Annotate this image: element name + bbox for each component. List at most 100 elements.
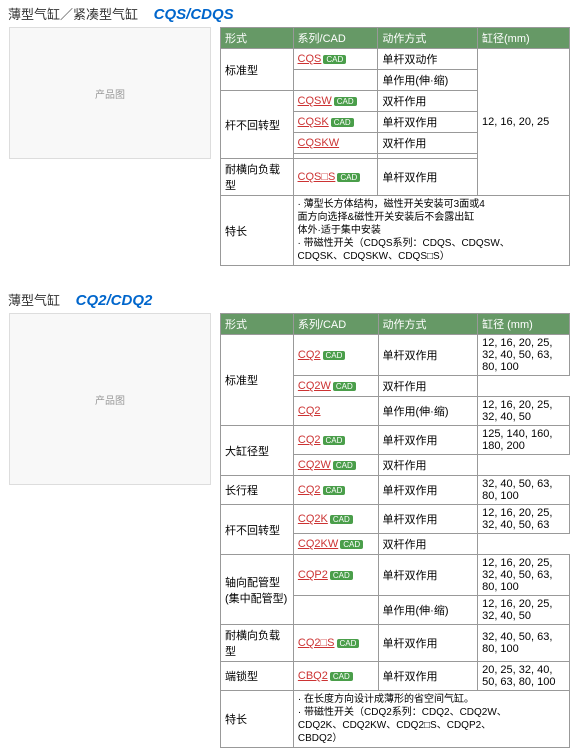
bore-cell: 12, 16, 20, 25, 32, 40, 50, 63, 80, 100 bbox=[478, 555, 570, 596]
series-link[interactable]: CQ2W bbox=[298, 459, 331, 471]
series-cell: CQSKCAD bbox=[293, 112, 378, 133]
table-row: 杆不回转型CQ2KCAD单杆双作用12, 16, 20, 25, 32, 40,… bbox=[221, 505, 570, 534]
product-image-1: 产品图 bbox=[9, 27, 211, 159]
table-row: 耐横向负载型CQ2□SCAD单杆双作用32, 40, 50, 63, 80, 1… bbox=[221, 625, 570, 662]
cad-badge[interactable]: CAD bbox=[337, 639, 360, 648]
series-link[interactable]: CQ2 bbox=[298, 434, 321, 446]
series-cell: CQ2 bbox=[293, 397, 378, 426]
cad-badge[interactable]: CAD bbox=[334, 97, 357, 106]
table-row: 轴向配管型 (集中配管型)CQP2CAD单杆双作用12, 16, 20, 25,… bbox=[221, 555, 570, 596]
form-cell: 端锁型 bbox=[221, 662, 294, 691]
bore-cell: 32, 40, 50, 63, 80, 100 bbox=[478, 476, 570, 505]
cad-badge[interactable]: CAD bbox=[323, 436, 346, 445]
cad-badge[interactable]: CAD bbox=[333, 461, 356, 470]
feature-row: 特长· 在长度方向设计成薄形的省空间气缸。 · 带磁性开关（CDQ2系列：CDQ… bbox=[221, 691, 570, 748]
series-link[interactable]: CQ2KW bbox=[298, 538, 338, 550]
action-cell: 单杆双作用 bbox=[378, 662, 478, 691]
section2-title-cn: 薄型气缸 bbox=[8, 293, 60, 308]
col-header: 形式 bbox=[221, 314, 294, 335]
cad-badge[interactable]: CAD bbox=[323, 486, 346, 495]
cad-badge[interactable]: CAD bbox=[323, 55, 346, 64]
series-cell: CQ2KWCAD bbox=[293, 534, 378, 555]
action-cell: 双杆作用 bbox=[378, 534, 478, 555]
col-header: 缸径 (mm) bbox=[478, 314, 570, 335]
series-cell bbox=[293, 70, 378, 91]
series-cell: CQ2KCAD bbox=[293, 505, 378, 534]
series-link[interactable]: CQS bbox=[298, 53, 322, 65]
series-link[interactable]: CQS□S bbox=[298, 171, 336, 183]
section1-table: 形式系列/CAD动作方式缸径(mm) 标准型CQSCAD单杆双动作12, 16,… bbox=[220, 27, 570, 266]
series-cell: CQSKW bbox=[293, 133, 378, 154]
series-link[interactable]: CQ2 bbox=[298, 405, 321, 417]
table-row: 标准型CQ2CAD单杆双作用12, 16, 20, 25, 32, 40, 50… bbox=[221, 335, 570, 376]
series-link[interactable]: CBQ2 bbox=[298, 670, 328, 682]
bore-cell: 12, 16, 20, 25, 32, 40, 50 bbox=[478, 596, 570, 625]
series-cell: CBQ2CAD bbox=[293, 662, 378, 691]
action-cell: 单杆双动作 bbox=[378, 49, 478, 70]
action-cell: 单杆双作用 bbox=[378, 112, 478, 133]
action-cell: 双杆作用 bbox=[378, 133, 478, 154]
feature-label: 特长 bbox=[221, 691, 294, 748]
form-cell: 长行程 bbox=[221, 476, 294, 505]
bore-cell: 12, 16, 20, 25 bbox=[478, 49, 570, 196]
table-row: 标准型CQSCAD单杆双动作12, 16, 20, 25 bbox=[221, 49, 570, 70]
col-header: 系列/CAD bbox=[293, 314, 378, 335]
action-cell: 单杆双作用 bbox=[378, 505, 478, 534]
series-cell: CQ2□SCAD bbox=[293, 625, 378, 662]
col-header: 缸径(mm) bbox=[478, 28, 570, 49]
form-cell: 大缸径型 bbox=[221, 426, 294, 476]
section2-title: 薄型气缸 CQ2/CDQ2 bbox=[0, 286, 571, 313]
series-cell: CQSWCAD bbox=[293, 91, 378, 112]
series-cell: CQ2CAD bbox=[293, 335, 378, 376]
action-cell: 单杆双作用 bbox=[378, 476, 478, 505]
series-link[interactable]: CQP2 bbox=[298, 569, 328, 581]
series-link[interactable]: CQSW bbox=[298, 95, 332, 107]
section2-image-area: 产品图 bbox=[0, 313, 220, 485]
feature-text: · 薄型长方体结构，磁性开关安装可3面或4 面方向选择&磁性开关安装后不会露出缸… bbox=[293, 196, 569, 266]
col-header: 系列/CAD bbox=[293, 28, 378, 49]
cad-badge[interactable]: CAD bbox=[331, 118, 354, 127]
col-header: 动作方式 bbox=[378, 314, 478, 335]
series-link[interactable]: CQSKW bbox=[298, 137, 340, 149]
table-row: 大缸径型CQ2CAD单杆双作用125, 140, 160, 180, 200 bbox=[221, 426, 570, 455]
feature-row: 特长· 薄型长方体结构，磁性开关安装可3面或4 面方向选择&磁性开关安装后不会露… bbox=[221, 196, 570, 266]
cad-badge[interactable]: CAD bbox=[337, 173, 360, 182]
col-header: 形式 bbox=[221, 28, 294, 49]
series-link[interactable]: CQ2 bbox=[298, 349, 321, 361]
cad-badge[interactable]: CAD bbox=[333, 382, 356, 391]
series-cell: CQ2CAD bbox=[293, 426, 378, 455]
series-cell: CQS□SCAD bbox=[293, 159, 378, 196]
bore-cell: 12, 16, 20, 25, 32, 40, 50, 63 bbox=[478, 505, 570, 534]
action-cell: 单作用(伸·缩) bbox=[378, 397, 478, 426]
feature-text: · 在长度方向设计成薄形的省空间气缸。 · 带磁性开关（CDQ2系列：CDQ2、… bbox=[293, 691, 569, 748]
section1-title: 薄型气缸／紧凑型气缸 CQS/CDQS bbox=[0, 0, 571, 27]
series-cell bbox=[293, 596, 378, 625]
form-cell: 标准型 bbox=[221, 335, 294, 426]
series-link[interactable]: CQSK bbox=[298, 116, 329, 128]
bore-cell: 12, 16, 20, 25, 32, 40, 50, 63, 80, 100 bbox=[478, 335, 570, 376]
bore-cell: 125, 140, 160, 180, 200 bbox=[478, 426, 570, 455]
action-cell: 双杆作用 bbox=[378, 91, 478, 112]
form-cell: 杆不回转型 bbox=[221, 505, 294, 555]
section2-table: 形式系列/CAD动作方式缸径 (mm) 标准型CQ2CAD单杆双作用12, 16… bbox=[220, 313, 570, 748]
cad-badge[interactable]: CAD bbox=[323, 351, 346, 360]
series-cell: CQ2WCAD bbox=[293, 376, 378, 397]
cad-badge[interactable]: CAD bbox=[330, 571, 353, 580]
series-link[interactable]: CQ2 bbox=[298, 484, 321, 496]
col-header: 动作方式 bbox=[378, 28, 478, 49]
action-cell: 单杆双作用 bbox=[378, 159, 478, 196]
section1-title-model: CQS/CDQS bbox=[154, 6, 234, 23]
cad-badge[interactable]: CAD bbox=[330, 515, 353, 524]
form-cell: 耐横向负载型 bbox=[221, 159, 294, 196]
series-link[interactable]: CQ2□S bbox=[298, 637, 335, 649]
table-row: 长行程 CQ2CAD 单杆双作用32, 40, 50, 63, 80, 100 bbox=[221, 476, 570, 505]
bore-cell: 20, 25, 32, 40, 50, 63, 80, 100 bbox=[478, 662, 570, 691]
action-cell: 单杆双作用 bbox=[378, 625, 478, 662]
series-link[interactable]: CQ2K bbox=[298, 513, 328, 525]
cad-badge[interactable]: CAD bbox=[330, 672, 353, 681]
table-row: 端锁型CBQ2CAD单杆双作用20, 25, 32, 40, 50, 63, 8… bbox=[221, 662, 570, 691]
section2-content: 产品图 形式系列/CAD动作方式缸径 (mm) 标准型CQ2CAD单杆双作用12… bbox=[0, 313, 571, 748]
series-link[interactable]: CQ2W bbox=[298, 380, 331, 392]
form-cell: 耐横向负载型 bbox=[221, 625, 294, 662]
action-cell: 单作用(伸·缩) bbox=[378, 596, 478, 625]
